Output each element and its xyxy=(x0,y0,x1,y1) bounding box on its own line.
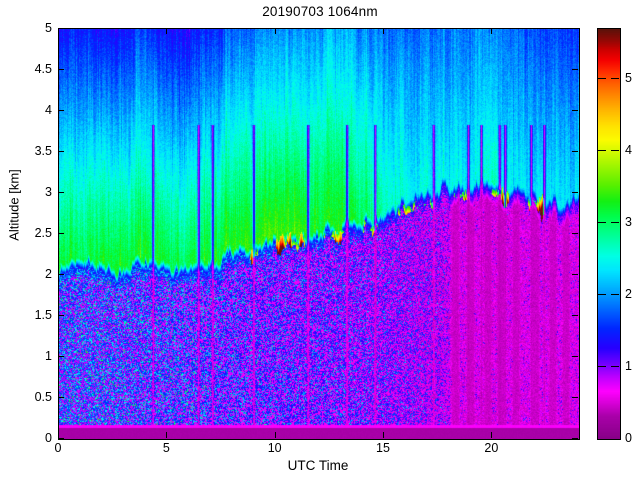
x-tick-label: 0 xyxy=(54,441,62,455)
y-tick-mark-right xyxy=(572,315,578,316)
y-tick-label: 3.5 xyxy=(34,144,52,158)
colorbar-tick-mark-left xyxy=(598,150,606,152)
y-tick-mark xyxy=(58,110,64,111)
figure-title: 20190703 1064nm xyxy=(262,4,378,19)
x-axis-label: UTC Time xyxy=(287,458,349,473)
y-tick-mark xyxy=(58,69,64,70)
colorbar xyxy=(597,28,621,440)
colorbar-tick-mark-left xyxy=(598,366,606,368)
x-tick-mark xyxy=(274,432,276,438)
y-tick-mark-right xyxy=(572,356,578,357)
colorbar-tick-mark-left xyxy=(598,222,606,224)
y-tick-label: 0 xyxy=(45,431,52,445)
y-tick-label: 3 xyxy=(45,185,52,199)
colorbar-tick-mark xyxy=(611,150,619,152)
x-tick-mark xyxy=(383,432,384,438)
x-tick-label: 10 xyxy=(267,441,282,455)
lidar-backscatter-heatmap xyxy=(59,29,579,439)
y-tick-mark xyxy=(58,192,64,193)
y-tick-mark-right xyxy=(572,69,578,70)
colorbar-tick-mark xyxy=(611,294,619,296)
colorbar-gradient xyxy=(598,29,620,439)
y-tick-label: 0.5 xyxy=(34,390,52,404)
y-tick-label: 5 xyxy=(45,21,52,35)
y-tick-mark-right xyxy=(572,274,578,275)
y-tick-mark xyxy=(58,397,64,398)
y-tick-mark xyxy=(58,28,64,29)
colorbar-tick-mark-left xyxy=(598,78,606,80)
colorbar-tick-mark-left xyxy=(598,294,606,296)
colorbar-tick-mark xyxy=(611,366,619,368)
colorbar-tick-label: 5 xyxy=(625,71,632,86)
y-tick-label: 4 xyxy=(45,103,52,117)
x-tick-mark xyxy=(58,432,59,438)
y-tick-label: 4.5 xyxy=(34,62,52,76)
y-tick-mark-right xyxy=(572,192,578,193)
colorbar-tick-label: 3 xyxy=(625,215,632,230)
x-tick-mark-top xyxy=(58,28,59,34)
y-tick-mark xyxy=(58,438,64,439)
y-tick-mark-right xyxy=(572,438,578,439)
colorbar-tick-mark xyxy=(611,78,619,80)
colorbar-tick-label: 1 xyxy=(625,359,632,374)
x-tick-mark-top xyxy=(383,28,384,34)
y-tick-mark-right xyxy=(572,110,578,111)
y-tick-label: 2 xyxy=(45,267,52,281)
y-tick-mark-right xyxy=(572,28,578,29)
colorbar-tick-mark xyxy=(611,222,619,224)
y-tick-label: 2.5 xyxy=(34,226,52,240)
y-tick-mark-right xyxy=(572,397,578,398)
y-tick-mark xyxy=(58,233,64,234)
y-tick-label: 1 xyxy=(45,349,52,363)
x-tick-mark xyxy=(491,432,493,438)
y-tick-mark-right xyxy=(572,233,578,234)
y-tick-mark-right xyxy=(572,151,578,152)
y-tick-label: 1.5 xyxy=(34,308,52,322)
x-tick-mark-top xyxy=(166,28,168,34)
x-tick-label: 20 xyxy=(484,441,499,455)
y-axis-tick-labels: 0 0.5 1 1.5 2 2.5 3 3.5 4 4.5 5 xyxy=(0,0,52,480)
y-tick-mark xyxy=(58,274,64,275)
colorbar-tick-label: 4 xyxy=(625,143,632,158)
x-tick-mark-top xyxy=(274,28,276,34)
x-tick-mark xyxy=(166,432,168,438)
y-tick-mark xyxy=(58,151,64,152)
x-tick-label: 5 xyxy=(162,441,170,455)
colorbar-tick-label: 0 xyxy=(625,431,632,445)
plot-area xyxy=(58,28,580,440)
y-tick-mark xyxy=(58,315,64,316)
x-tick-label: 15 xyxy=(376,441,390,455)
colorbar-tick-label: 2 xyxy=(625,287,632,302)
y-tick-mark xyxy=(58,356,64,357)
x-tick-mark-top xyxy=(491,28,493,34)
